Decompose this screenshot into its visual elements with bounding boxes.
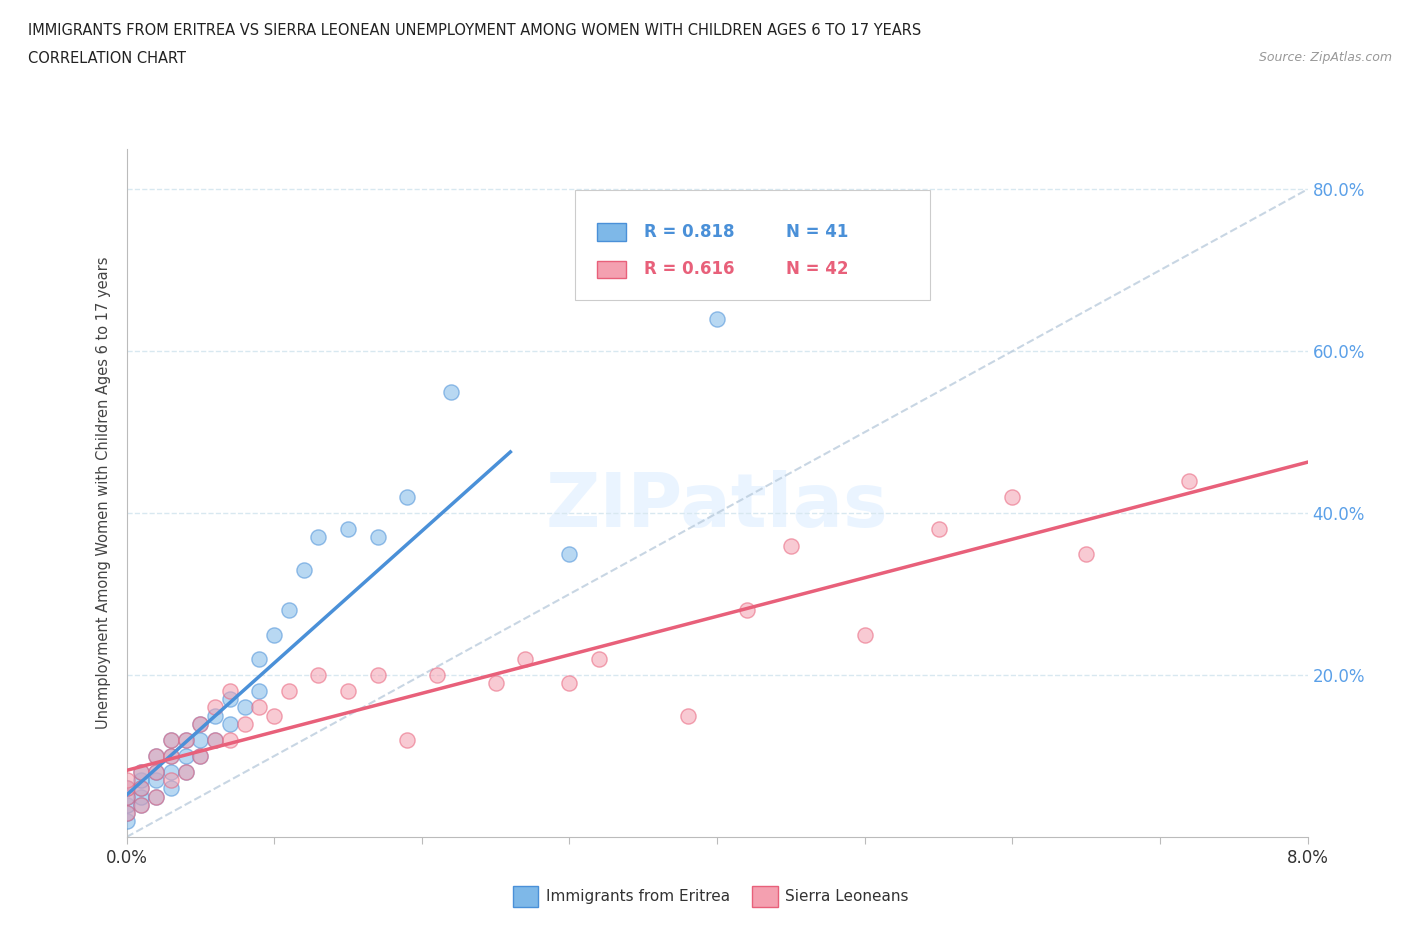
Point	[204, 700, 226, 715]
Point	[337, 522, 360, 537]
Point	[706, 312, 728, 326]
Point	[115, 805, 138, 820]
Point	[115, 805, 138, 820]
Point	[292, 563, 315, 578]
Point	[145, 789, 167, 804]
Point	[1076, 546, 1098, 561]
Point	[853, 627, 876, 642]
Point	[174, 733, 197, 748]
Point	[115, 797, 138, 812]
Point	[263, 708, 285, 723]
Point	[735, 603, 758, 618]
Point	[160, 733, 183, 748]
Text: ZIPatlas: ZIPatlas	[546, 471, 889, 543]
Point	[145, 764, 167, 779]
Point	[278, 603, 301, 618]
Point	[219, 716, 242, 731]
Point	[307, 668, 329, 683]
Point	[174, 749, 197, 764]
Point	[247, 684, 270, 698]
Point	[188, 733, 211, 748]
Point	[115, 773, 138, 788]
Text: N = 42: N = 42	[786, 260, 848, 278]
Point	[145, 749, 167, 764]
Point	[129, 764, 153, 779]
Point	[174, 764, 197, 779]
Point	[115, 789, 138, 804]
Point	[129, 773, 153, 788]
Point	[204, 708, 226, 723]
Point	[160, 764, 183, 779]
Point	[129, 764, 153, 779]
Point	[204, 733, 226, 748]
Text: R = 0.818: R = 0.818	[644, 223, 734, 241]
Text: Sierra Leoneans: Sierra Leoneans	[785, 889, 908, 904]
Point	[129, 797, 153, 812]
Point	[129, 797, 153, 812]
Point	[129, 781, 153, 796]
Point	[928, 522, 950, 537]
Point	[233, 700, 256, 715]
Point	[484, 676, 508, 691]
Point	[1001, 489, 1024, 504]
Point	[779, 538, 801, 553]
Point	[160, 749, 183, 764]
Point	[558, 546, 581, 561]
Point	[204, 733, 226, 748]
Point	[425, 668, 447, 683]
Point	[160, 781, 183, 796]
Point	[188, 749, 211, 764]
FancyBboxPatch shape	[596, 260, 626, 278]
Text: Source: ZipAtlas.com: Source: ZipAtlas.com	[1258, 51, 1392, 64]
Point	[515, 651, 537, 666]
Point	[366, 668, 388, 683]
Point	[307, 530, 329, 545]
Point	[219, 733, 242, 748]
Point	[337, 684, 360, 698]
Point	[160, 773, 183, 788]
Point	[145, 773, 167, 788]
Point	[188, 716, 211, 731]
Point	[247, 651, 270, 666]
Point	[174, 764, 197, 779]
Point	[115, 781, 138, 796]
Text: IMMIGRANTS FROM ERITREA VS SIERRA LEONEAN UNEMPLOYMENT AMONG WOMEN WITH CHILDREN: IMMIGRANTS FROM ERITREA VS SIERRA LEONEA…	[28, 23, 921, 38]
Point	[219, 692, 242, 707]
Point	[676, 708, 699, 723]
Point	[440, 384, 463, 399]
Point	[115, 789, 138, 804]
Point	[145, 789, 167, 804]
Point	[188, 716, 211, 731]
Point	[263, 627, 285, 642]
Point	[115, 814, 138, 829]
Point	[129, 781, 153, 796]
Point	[160, 733, 183, 748]
Point	[160, 749, 183, 764]
Point	[1178, 473, 1201, 488]
FancyBboxPatch shape	[596, 223, 626, 241]
Text: CORRELATION CHART: CORRELATION CHART	[28, 51, 186, 66]
Point	[115, 781, 138, 796]
Point	[558, 676, 581, 691]
Point	[247, 700, 270, 715]
Point	[129, 789, 153, 804]
Point	[219, 684, 242, 698]
Point	[145, 764, 167, 779]
FancyBboxPatch shape	[575, 190, 929, 300]
Point	[396, 489, 419, 504]
Text: R = 0.616: R = 0.616	[644, 260, 734, 278]
Point	[233, 716, 256, 731]
Point	[278, 684, 301, 698]
Text: N = 41: N = 41	[786, 223, 848, 241]
Point	[174, 733, 197, 748]
Y-axis label: Unemployment Among Women with Children Ages 6 to 17 years: Unemployment Among Women with Children A…	[96, 257, 111, 729]
Point	[396, 733, 419, 748]
Point	[366, 530, 388, 545]
Point	[188, 749, 211, 764]
Text: Immigrants from Eritrea: Immigrants from Eritrea	[546, 889, 730, 904]
Point	[145, 749, 167, 764]
Point	[588, 651, 610, 666]
